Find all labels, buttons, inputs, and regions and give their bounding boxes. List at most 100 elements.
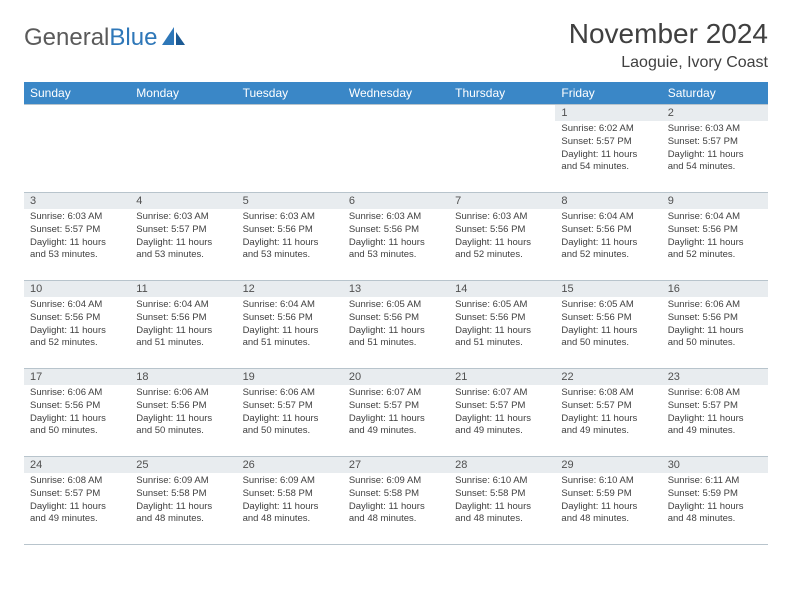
day-info: Sunrise: 6:07 AMSunset: 5:57 PMDaylight:… <box>343 385 449 442</box>
sunset-text: Sunset: 5:56 PM <box>561 224 655 237</box>
daylight-text: Daylight: 11 hours and 50 minutes. <box>30 413 124 439</box>
calendar-body: 1Sunrise: 6:02 AMSunset: 5:57 PMDaylight… <box>24 104 768 545</box>
sunrise-text: Sunrise: 6:07 AM <box>455 387 549 400</box>
sunset-text: Sunset: 5:56 PM <box>243 224 337 237</box>
day-number: 22 <box>555 368 661 385</box>
calendar-day-cell: 17Sunrise: 6:06 AMSunset: 5:56 PMDayligh… <box>24 368 130 456</box>
sunset-text: Sunset: 5:57 PM <box>30 224 124 237</box>
daylight-text: Daylight: 11 hours and 48 minutes. <box>668 501 762 527</box>
day-number: 6 <box>343 192 449 209</box>
sunrise-text: Sunrise: 6:06 AM <box>243 387 337 400</box>
calendar-day-cell: 4Sunrise: 6:03 AMSunset: 5:57 PMDaylight… <box>130 192 236 280</box>
day-info: Sunrise: 6:03 AMSunset: 5:57 PMDaylight:… <box>24 209 130 266</box>
calendar-day-cell: 29Sunrise: 6:10 AMSunset: 5:59 PMDayligh… <box>555 456 661 545</box>
sunset-text: Sunset: 5:57 PM <box>455 400 549 413</box>
calendar-week-row: 3Sunrise: 6:03 AMSunset: 5:57 PMDaylight… <box>24 192 768 280</box>
day-number-empty <box>237 104 343 121</box>
sunrise-text: Sunrise: 6:07 AM <box>349 387 443 400</box>
daylight-text: Daylight: 11 hours and 49 minutes. <box>30 501 124 527</box>
day-number: 12 <box>237 280 343 297</box>
day-number: 26 <box>237 456 343 473</box>
day-info: Sunrise: 6:10 AMSunset: 5:58 PMDaylight:… <box>449 473 555 530</box>
sunrise-text: Sunrise: 6:03 AM <box>136 211 230 224</box>
calendar-day-cell: 12Sunrise: 6:04 AMSunset: 5:56 PMDayligh… <box>237 280 343 368</box>
day-info: Sunrise: 6:09 AMSunset: 5:58 PMDaylight:… <box>130 473 236 530</box>
sunset-text: Sunset: 5:56 PM <box>668 312 762 325</box>
sunrise-text: Sunrise: 6:04 AM <box>30 299 124 312</box>
daylight-text: Daylight: 11 hours and 50 minutes. <box>668 325 762 351</box>
weekday-header-row: Sunday Monday Tuesday Wednesday Thursday… <box>24 82 768 104</box>
sunrise-text: Sunrise: 6:10 AM <box>455 475 549 488</box>
sunset-text: Sunset: 5:59 PM <box>561 488 655 501</box>
day-info: Sunrise: 6:09 AMSunset: 5:58 PMDaylight:… <box>237 473 343 530</box>
sunrise-text: Sunrise: 6:04 AM <box>243 299 337 312</box>
day-number: 8 <box>555 192 661 209</box>
day-info: Sunrise: 6:11 AMSunset: 5:59 PMDaylight:… <box>662 473 768 530</box>
calendar-day-cell: 25Sunrise: 6:09 AMSunset: 5:58 PMDayligh… <box>130 456 236 545</box>
day-info: Sunrise: 6:03 AMSunset: 5:57 PMDaylight:… <box>662 121 768 178</box>
sunset-text: Sunset: 5:56 PM <box>455 312 549 325</box>
day-number: 30 <box>662 456 768 473</box>
calendar-day-cell: 7Sunrise: 6:03 AMSunset: 5:56 PMDaylight… <box>449 192 555 280</box>
calendar-day-cell: 8Sunrise: 6:04 AMSunset: 5:56 PMDaylight… <box>555 192 661 280</box>
weekday-header: Thursday <box>449 82 555 104</box>
daylight-text: Daylight: 11 hours and 51 minutes. <box>349 325 443 351</box>
day-number: 17 <box>24 368 130 385</box>
sunset-text: Sunset: 5:56 PM <box>668 224 762 237</box>
day-number: 16 <box>662 280 768 297</box>
day-info: Sunrise: 6:05 AMSunset: 5:56 PMDaylight:… <box>343 297 449 354</box>
daylight-text: Daylight: 11 hours and 52 minutes. <box>455 237 549 263</box>
sunset-text: Sunset: 5:56 PM <box>349 224 443 237</box>
calendar-day-cell <box>449 104 555 192</box>
sunset-text: Sunset: 5:58 PM <box>349 488 443 501</box>
sunset-text: Sunset: 5:56 PM <box>136 400 230 413</box>
calendar-day-cell: 10Sunrise: 6:04 AMSunset: 5:56 PMDayligh… <box>24 280 130 368</box>
sunrise-text: Sunrise: 6:11 AM <box>668 475 762 488</box>
calendar-day-cell: 22Sunrise: 6:08 AMSunset: 5:57 PMDayligh… <box>555 368 661 456</box>
sunrise-text: Sunrise: 6:06 AM <box>136 387 230 400</box>
day-number: 3 <box>24 192 130 209</box>
sunset-text: Sunset: 5:56 PM <box>561 312 655 325</box>
day-number-empty <box>130 104 236 121</box>
calendar-day-cell <box>237 104 343 192</box>
day-number: 5 <box>237 192 343 209</box>
day-info: Sunrise: 6:04 AMSunset: 5:56 PMDaylight:… <box>24 297 130 354</box>
weekday-header: Sunday <box>24 82 130 104</box>
sunrise-text: Sunrise: 6:05 AM <box>561 299 655 312</box>
day-info: Sunrise: 6:03 AMSunset: 5:56 PMDaylight:… <box>343 209 449 266</box>
daylight-text: Daylight: 11 hours and 52 minutes. <box>668 237 762 263</box>
day-number: 11 <box>130 280 236 297</box>
calendar-day-cell: 15Sunrise: 6:05 AMSunset: 5:56 PMDayligh… <box>555 280 661 368</box>
daylight-text: Daylight: 11 hours and 48 minutes. <box>349 501 443 527</box>
day-info: Sunrise: 6:08 AMSunset: 5:57 PMDaylight:… <box>24 473 130 530</box>
day-info: Sunrise: 6:06 AMSunset: 5:56 PMDaylight:… <box>662 297 768 354</box>
sunrise-text: Sunrise: 6:08 AM <box>30 475 124 488</box>
logo-word-2: Blue <box>109 24 157 52</box>
weekday-header: Monday <box>130 82 236 104</box>
day-info: Sunrise: 6:06 AMSunset: 5:57 PMDaylight:… <box>237 385 343 442</box>
daylight-text: Daylight: 11 hours and 48 minutes. <box>243 501 337 527</box>
sunset-text: Sunset: 5:58 PM <box>136 488 230 501</box>
daylight-text: Daylight: 11 hours and 49 minutes. <box>455 413 549 439</box>
day-number: 19 <box>237 368 343 385</box>
day-number: 25 <box>130 456 236 473</box>
sunrise-text: Sunrise: 6:09 AM <box>243 475 337 488</box>
calendar-day-cell: 27Sunrise: 6:09 AMSunset: 5:58 PMDayligh… <box>343 456 449 545</box>
daylight-text: Daylight: 11 hours and 52 minutes. <box>30 325 124 351</box>
day-number-empty <box>24 104 130 121</box>
day-info: Sunrise: 6:06 AMSunset: 5:56 PMDaylight:… <box>130 385 236 442</box>
sunset-text: Sunset: 5:57 PM <box>668 400 762 413</box>
day-number: 2 <box>662 104 768 121</box>
day-info: Sunrise: 6:06 AMSunset: 5:56 PMDaylight:… <box>24 385 130 442</box>
calendar-day-cell: 2Sunrise: 6:03 AMSunset: 5:57 PMDaylight… <box>662 104 768 192</box>
location-label: Laoguie, Ivory Coast <box>569 54 768 72</box>
daylight-text: Daylight: 11 hours and 49 minutes. <box>561 413 655 439</box>
day-number-empty <box>343 104 449 121</box>
day-number: 9 <box>662 192 768 209</box>
calendar-day-cell: 3Sunrise: 6:03 AMSunset: 5:57 PMDaylight… <box>24 192 130 280</box>
day-number: 13 <box>343 280 449 297</box>
sunrise-text: Sunrise: 6:03 AM <box>668 123 762 136</box>
calendar-week-row: 10Sunrise: 6:04 AMSunset: 5:56 PMDayligh… <box>24 280 768 368</box>
sunrise-text: Sunrise: 6:03 AM <box>349 211 443 224</box>
calendar-day-cell <box>130 104 236 192</box>
